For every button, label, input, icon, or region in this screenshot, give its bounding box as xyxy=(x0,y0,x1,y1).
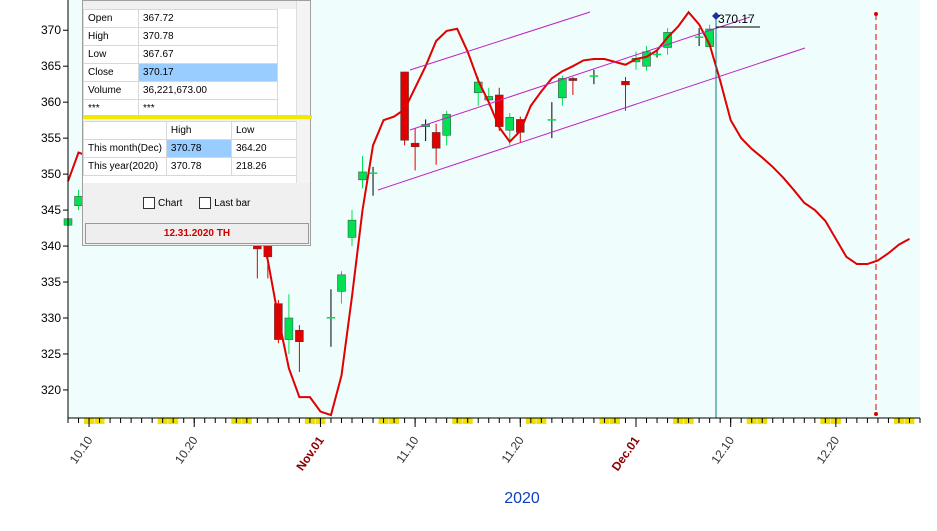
cell: Low xyxy=(83,45,139,64)
checkbox[interactable]: Chart xyxy=(143,197,183,209)
y-tick-label: 330 xyxy=(41,311,61,325)
y-tick-label: 350 xyxy=(41,167,61,181)
checkbox-label: Chart xyxy=(158,197,183,209)
channel-line xyxy=(409,11,591,71)
y-tick-label: 340 xyxy=(41,239,61,253)
candle-body xyxy=(568,78,578,81)
cell: 370.17 xyxy=(138,63,278,82)
cursor-marker xyxy=(712,12,720,20)
cursor-label: 370.17 xyxy=(718,12,755,26)
candle-body xyxy=(621,81,630,86)
cell: This month(Dec) xyxy=(83,139,167,158)
cell xyxy=(83,121,167,140)
candle-body xyxy=(516,119,525,133)
date-label: 12.31.2020 TH xyxy=(85,223,309,244)
y-tick-label: 325 xyxy=(41,347,61,361)
y-tick-label: 370 xyxy=(41,23,61,37)
cell: 367.67 xyxy=(138,45,278,64)
cell: 36,221,673.00 xyxy=(138,81,278,100)
cell: *** xyxy=(138,99,278,115)
cell: 370.78 xyxy=(138,27,278,46)
cell: 364.20 xyxy=(230,139,297,158)
checkboxes: Chart Last bar xyxy=(143,197,264,209)
candle-body xyxy=(547,119,557,121)
marker-end xyxy=(874,412,878,416)
scrollbar[interactable] xyxy=(296,121,310,183)
x-tick-label: Dec.01 xyxy=(609,433,643,473)
checkbox[interactable]: Last bar xyxy=(199,197,251,209)
cell: This year(2020) xyxy=(83,157,167,176)
info-panel: Open 367.72 High 370.78 Low 367.67 Close 370… xyxy=(82,0,312,246)
x-tick-label: 11.10 xyxy=(393,433,421,465)
y-tick-label: 365 xyxy=(41,59,61,73)
candle-body xyxy=(337,274,346,292)
overlay-line xyxy=(67,10,910,417)
x-tick-label: 11.20 xyxy=(499,433,527,465)
candle-body xyxy=(558,78,567,99)
candle-body xyxy=(295,329,304,342)
checkbox-label: Last bar xyxy=(214,197,251,209)
candle-body xyxy=(431,132,441,149)
marker-end xyxy=(874,12,878,16)
channel-line xyxy=(377,47,806,191)
candle-body xyxy=(652,53,662,56)
quote-table: Open 367.72 High 370.78 Low 367.67 Close 370… xyxy=(83,9,297,115)
y-tick-label: 335 xyxy=(41,275,61,289)
range-table: High Low This month(Dec) 370.78 364.20 This… xyxy=(83,121,297,183)
candle-body xyxy=(400,71,409,141)
candle-body xyxy=(410,142,420,148)
candle-body xyxy=(505,117,515,131)
candle-body xyxy=(368,172,378,174)
cell: Low xyxy=(230,121,297,140)
cell: 370.78 xyxy=(165,139,232,158)
y-tick-label: 345 xyxy=(41,203,61,217)
candle-body xyxy=(589,75,599,77)
cell: Close xyxy=(83,63,139,82)
y-tick-label: 360 xyxy=(41,95,61,109)
candle-body xyxy=(284,317,294,340)
cell: Volume xyxy=(83,81,139,100)
candle-body xyxy=(347,219,357,238)
cell: High xyxy=(83,27,139,46)
candle-body xyxy=(442,114,451,136)
candle-body xyxy=(326,317,336,319)
cell: Open xyxy=(83,9,139,28)
cell: 218.26 xyxy=(230,157,297,176)
x-tick-label: 10.20 xyxy=(172,433,201,466)
cell: 370.78 xyxy=(165,157,232,176)
x-tick-label: 10.10 xyxy=(67,433,96,466)
candle-body xyxy=(358,171,367,181)
y-tick-label: 355 xyxy=(41,131,61,145)
separator xyxy=(83,115,312,119)
y-tick-label: 320 xyxy=(41,383,61,397)
scrollbar[interactable] xyxy=(296,1,310,115)
cell: 367.72 xyxy=(138,9,278,28)
x-tick-label: 12.20 xyxy=(814,433,843,466)
x-axis-title: 2020 xyxy=(504,490,540,507)
cell: *** xyxy=(83,99,139,115)
cell: High xyxy=(165,121,232,140)
x-tick-label: Nov.01 xyxy=(293,433,327,473)
candle-body xyxy=(663,32,672,48)
x-tick-label: 12.10 xyxy=(708,433,737,466)
channel-line xyxy=(409,16,751,131)
candle-body xyxy=(694,36,704,38)
